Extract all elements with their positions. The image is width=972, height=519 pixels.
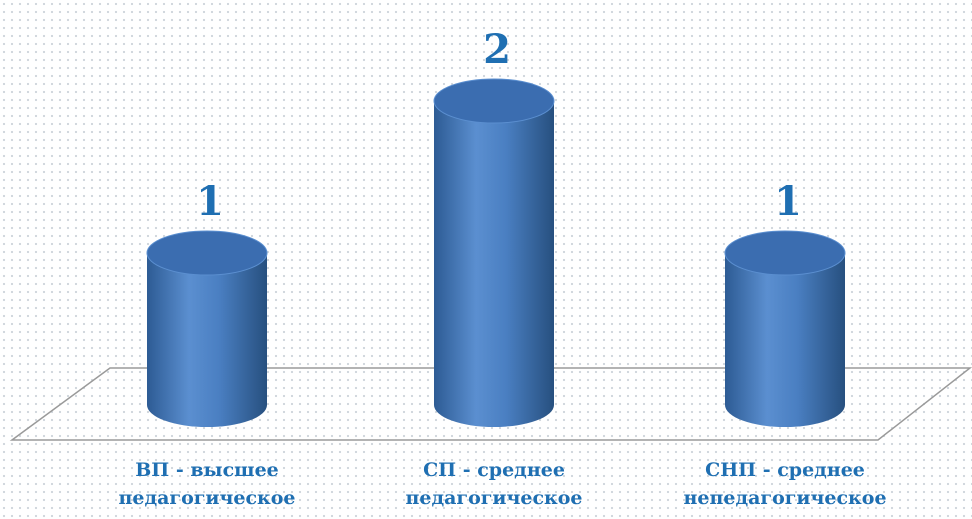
category-label: ВП - высшее педагогическое <box>82 456 332 512</box>
category-label: СНП - среднее непедагогическое <box>660 456 910 512</box>
category-label-line: педагогическое <box>405 487 583 509</box>
category-label-line: СП - среднее <box>423 459 565 481</box>
bar-top <box>146 230 268 276</box>
bar-top <box>724 230 846 276</box>
bar-body <box>434 101 554 427</box>
bar-body <box>147 253 267 427</box>
bar-3 <box>724 230 846 427</box>
bar-2 <box>433 78 555 427</box>
category-label-line: СНП - среднее <box>705 459 865 481</box>
bar-1 <box>146 230 268 427</box>
bar-top <box>433 78 555 124</box>
category-label-line: ВП - высшее <box>135 459 279 481</box>
category-label: СП - среднее педагогическое <box>369 456 619 512</box>
data-label: 2 <box>483 26 511 73</box>
bar-body <box>725 253 845 427</box>
data-label: 1 <box>196 178 224 225</box>
category-label-line: непедагогическое <box>683 487 887 509</box>
category-label-line: педагогическое <box>118 487 296 509</box>
data-label: 1 <box>774 178 802 225</box>
chart-floor <box>9 367 972 441</box>
